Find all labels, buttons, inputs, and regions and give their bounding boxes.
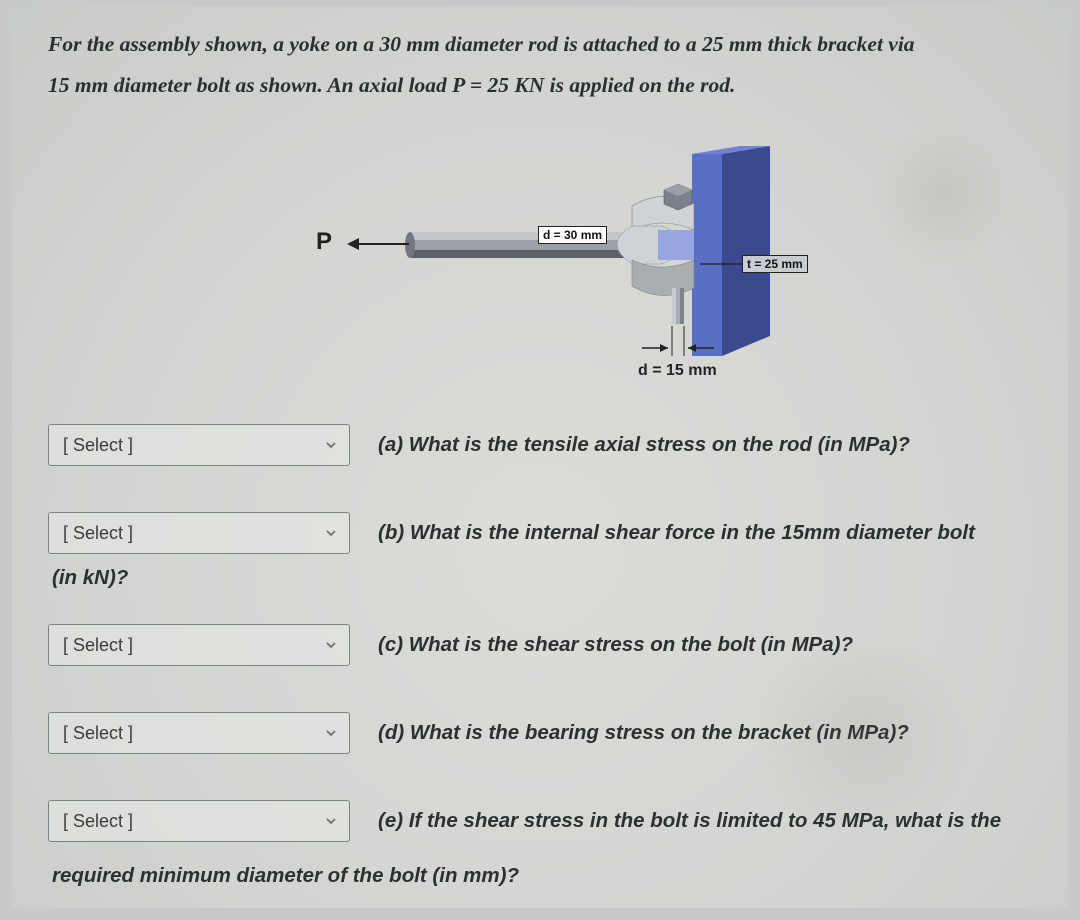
- chevron-down-icon: [325, 523, 337, 544]
- select-b-label: [ Select ]: [63, 523, 133, 544]
- problem-line-2: 15 mm diameter bolt as shown. An axial l…: [48, 69, 1032, 102]
- bolt-diameter-label: d = 15 mm: [638, 362, 717, 380]
- paper-smudge: [872, 126, 1012, 266]
- chevron-down-icon: [325, 811, 337, 832]
- bracket-thickness-label: t = 25 mm: [742, 255, 808, 273]
- paper-smudge: [732, 646, 992, 826]
- question-row-b: [ Select ] (b) What is the internal shea…: [48, 512, 1032, 554]
- select-e-label: [ Select ]: [63, 811, 133, 832]
- question-a-text: (a) What is the tensile axial stress on …: [378, 431, 910, 460]
- select-d-label: [ Select ]: [63, 723, 133, 744]
- page: For the assembly shown, a yoke on a 30 m…: [12, 6, 1068, 908]
- rod-diameter-label: d = 30 mm: [538, 226, 607, 244]
- chevron-down-icon: [325, 723, 337, 744]
- chevron-down-icon: [325, 435, 337, 456]
- question-e-cont: required minimum diameter of the bolt (i…: [52, 864, 1032, 888]
- select-b[interactable]: [ Select ]: [48, 512, 350, 554]
- select-c-label: [ Select ]: [63, 635, 133, 656]
- question-c-text: (c) What is the shear stress on the bolt…: [378, 631, 853, 660]
- problem-line-1: For the assembly shown, a yoke on a 30 m…: [48, 28, 1032, 61]
- load-p-label: P: [316, 228, 332, 256]
- question-b-text: (b) What is the internal shear force in …: [378, 519, 975, 548]
- select-a-label: [ Select ]: [63, 435, 133, 456]
- select-c[interactable]: [ Select ]: [48, 624, 350, 666]
- select-e[interactable]: [ Select ]: [48, 800, 350, 842]
- select-d[interactable]: [ Select ]: [48, 712, 350, 754]
- assembly-figure: P d = 30 mm t = 25 mm d = 15 mm: [302, 146, 862, 406]
- chevron-down-icon: [325, 635, 337, 656]
- question-row-a: [ Select ] (a) What is the tensile axial…: [48, 424, 1032, 466]
- assembly-svg: [302, 146, 862, 406]
- question-b-cont: (in kN)?: [52, 566, 1032, 590]
- load-arrow: [357, 243, 409, 245]
- select-a[interactable]: [ Select ]: [48, 424, 350, 466]
